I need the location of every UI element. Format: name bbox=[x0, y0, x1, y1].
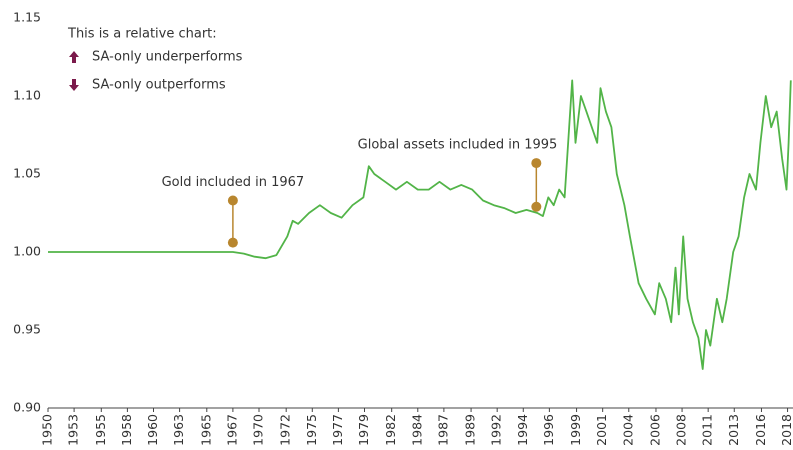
x-tick-label: 2018 bbox=[779, 414, 793, 446]
x-tick-label: 1972 bbox=[278, 414, 293, 446]
x-tick-label: 1977 bbox=[330, 414, 345, 446]
x-tick-label: 2011 bbox=[700, 414, 715, 446]
annotation-dot bbox=[531, 158, 542, 169]
x-tick-label: 1950 bbox=[40, 414, 55, 446]
y-tick-label: 1.10 bbox=[13, 88, 41, 103]
x-tick-label: 1975 bbox=[304, 414, 319, 446]
x-tick-label: 1958 bbox=[119, 414, 134, 446]
legend-title: This is a relative chart: bbox=[67, 27, 217, 42]
x-tick-label: 2008 bbox=[674, 414, 689, 446]
data-line bbox=[48, 79, 792, 370]
x-tick-label: 1989 bbox=[463, 414, 478, 446]
x-tick-label: 2013 bbox=[726, 414, 741, 446]
x-tick-label: 1982 bbox=[383, 414, 398, 446]
x-tick-label: 1963 bbox=[171, 414, 186, 446]
x-tick-label: 1987 bbox=[435, 414, 450, 446]
x-tick-label: 2004 bbox=[620, 414, 635, 446]
y-tick-label: 0.90 bbox=[13, 400, 41, 415]
annotation-dot bbox=[531, 201, 542, 212]
x-tick-label: 1996 bbox=[541, 414, 556, 446]
x-tick-label: 1992 bbox=[489, 414, 504, 446]
y-tick-label: 1.15 bbox=[13, 10, 41, 25]
x-tick-label: 2006 bbox=[647, 414, 662, 446]
legend-arrow bbox=[69, 51, 79, 63]
legend-label: SA-only outperforms bbox=[92, 78, 226, 93]
annotation-label: Global assets included in 1995 bbox=[358, 138, 558, 153]
x-tick-label: 1979 bbox=[356, 414, 371, 446]
legend-label: SA-only underperforms bbox=[92, 50, 243, 65]
x-tick-label: 1999 bbox=[568, 414, 583, 446]
y-tick-label: 0.95 bbox=[13, 322, 41, 337]
annotation-label: Gold included in 1967 bbox=[162, 175, 305, 190]
annotation-dot bbox=[227, 237, 238, 248]
x-tick-label: 1994 bbox=[515, 414, 530, 446]
annotation-dot bbox=[227, 195, 238, 206]
x-tick-label: 2016 bbox=[753, 414, 768, 446]
x-tick-label: 2001 bbox=[594, 414, 609, 446]
y-tick-label: 1.05 bbox=[13, 166, 41, 181]
x-tick-label: 1967 bbox=[224, 414, 239, 446]
legend-arrow bbox=[69, 79, 79, 91]
x-tick-label: 1984 bbox=[409, 414, 424, 446]
x-tick-label: 1965 bbox=[198, 414, 213, 446]
x-tick-label: 1955 bbox=[93, 414, 108, 446]
x-tick-label: 1970 bbox=[250, 414, 265, 446]
y-tick-label: 1.00 bbox=[13, 244, 41, 259]
x-tick-label: 1953 bbox=[66, 414, 81, 446]
x-tick-label: 1960 bbox=[145, 414, 160, 446]
